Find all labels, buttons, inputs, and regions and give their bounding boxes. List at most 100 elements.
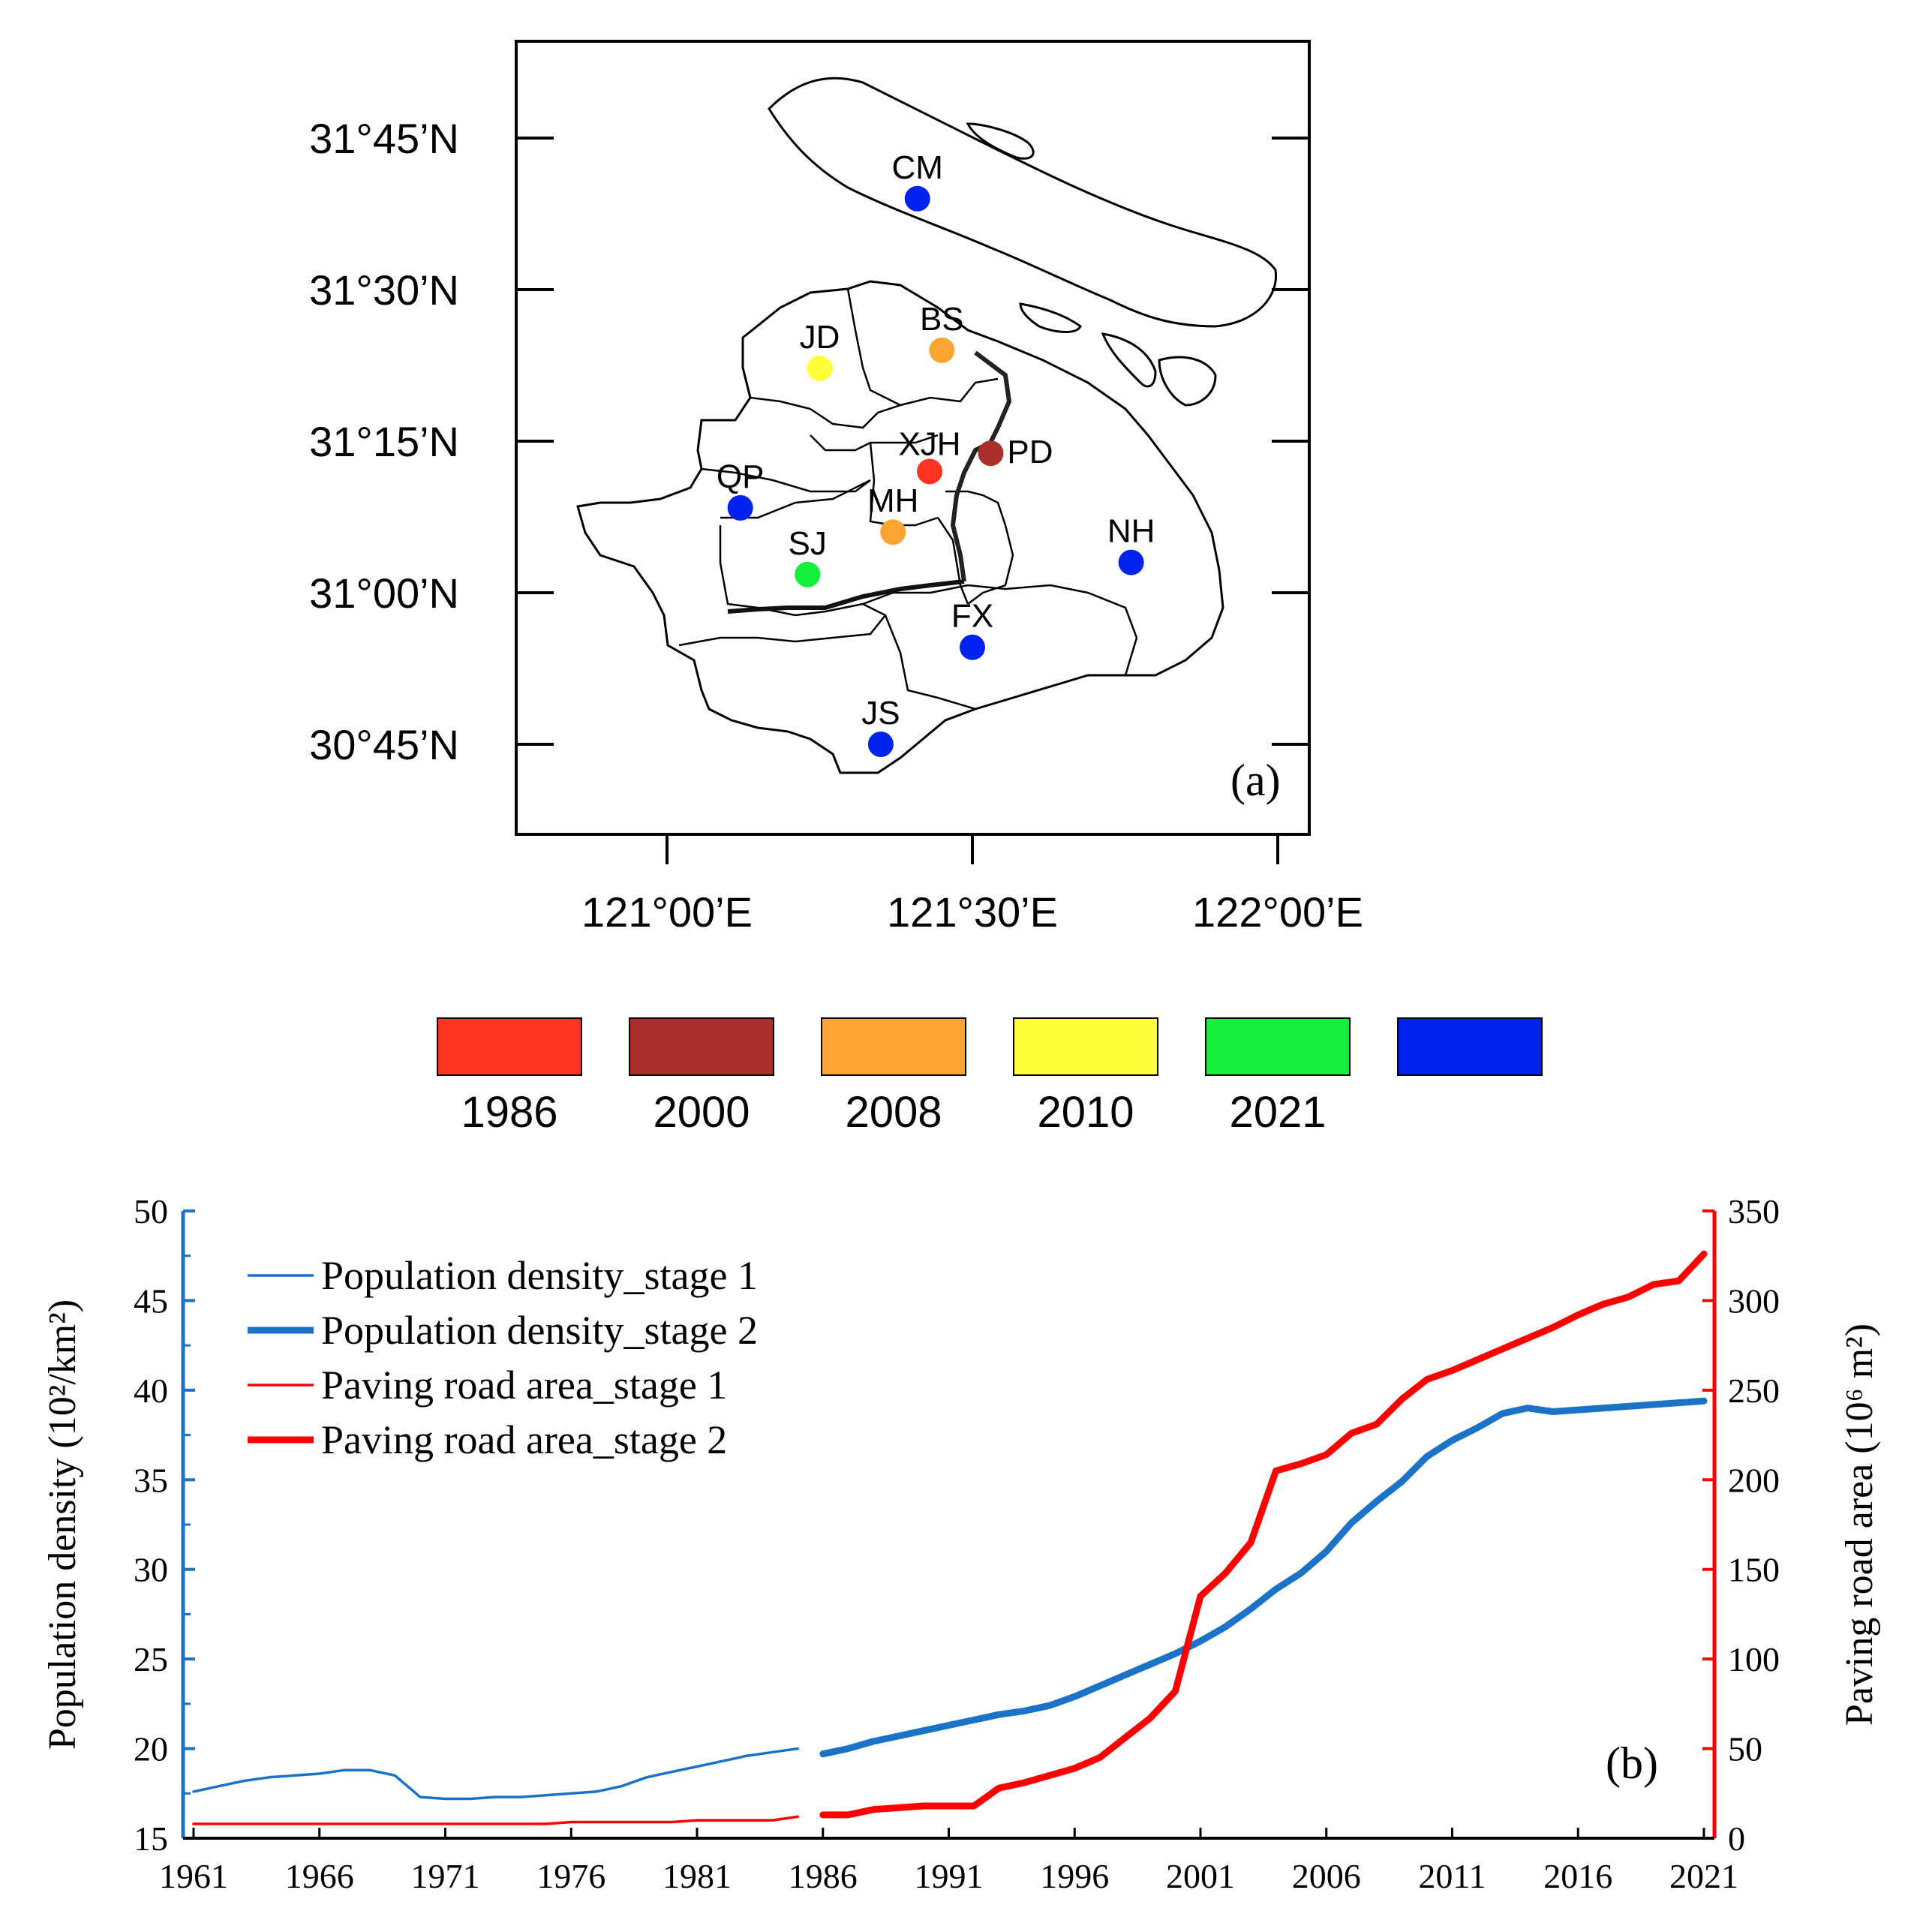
lon-tick-label: 121°30’E	[887, 888, 1058, 936]
lat-tick-label: 30°45’N	[309, 721, 459, 768]
panel-b-label: (b)	[1606, 1738, 1658, 1788]
x-tick-label: 1976	[536, 1857, 605, 1895]
station-label: NH	[1107, 513, 1155, 550]
legend-label: 1986	[461, 1088, 557, 1137]
station-jd	[807, 356, 833, 382]
legend-swatch-2008	[821, 1017, 966, 1076]
station-xjh	[917, 458, 943, 485]
left-y-axis-label: Population density (10²/km²)	[41, 1300, 84, 1750]
district-boundaries	[678, 288, 1138, 711]
right-y-axis: 0 50 100 150 200 250 300 350	[1702, 1192, 1780, 1858]
x-tick-label: 1991	[915, 1857, 984, 1895]
left-tick-label: 50	[134, 1192, 168, 1230]
chart-legend: Population density_stage 1 Population den…	[248, 1253, 758, 1462]
station-label: JS	[861, 695, 900, 732]
urbanization-year-legend: 1986 2000 2008 2010 2021	[437, 1017, 1543, 1137]
legend-label: Paving road area_stage 2	[321, 1417, 727, 1462]
island-chongming	[768, 77, 1278, 328]
station-fx	[960, 634, 985, 660]
left-tick-label: 45	[134, 1281, 168, 1320]
station-sj	[795, 561, 821, 587]
legend-swatch-2000	[629, 1017, 774, 1076]
right-y-axis-label: Paving road area (10⁶ m²)	[1838, 1324, 1881, 1726]
island-small-1	[966, 122, 1035, 160]
left-y-axis: 15 20 25 30 35 40 45 50	[134, 1192, 195, 1858]
station-bs	[929, 337, 955, 363]
left-tick-label: 30	[134, 1551, 168, 1589]
station-label: BS	[920, 301, 964, 338]
island-changxing	[1019, 302, 1082, 333]
x-tick-label: 2021	[1669, 1857, 1738, 1895]
lat-tick-label: 31°00’N	[309, 569, 459, 617]
legend-swatch-rural	[1397, 1017, 1543, 1076]
lon-tick-label: 121°00’E	[581, 888, 753, 936]
x-tick-label: 1981	[663, 1857, 732, 1895]
station-js	[867, 732, 894, 757]
island-hengsha	[1101, 332, 1157, 388]
southern-river-line	[727, 579, 965, 614]
map-frame	[515, 40, 1311, 836]
line-chart-panel: 15 20 25 30 35 40 45 50 0 50 100 150 200 250 300 350 1…	[41, 1192, 1881, 1895]
right-tick-label: 150	[1728, 1551, 1780, 1589]
legend-swatch-2021	[1205, 1017, 1351, 1076]
x-tick-label: 1966	[285, 1857, 354, 1895]
x-tick-label: 1986	[789, 1857, 858, 1895]
right-tick-label: 250	[1728, 1372, 1780, 1410]
station-label: MH	[867, 482, 918, 519]
series-line-0	[192, 1747, 799, 1801]
x-tick-label: 1961	[159, 1857, 228, 1895]
right-tick-label: 200	[1728, 1461, 1780, 1499]
legend-label: Paving road area_stage 1	[321, 1363, 727, 1408]
x-tick-label: 2011	[1418, 1857, 1486, 1895]
mainland-outline	[576, 280, 1224, 774]
legend-swatch-2010	[1013, 1017, 1158, 1076]
x-tick-label: 1996	[1040, 1857, 1109, 1895]
legend-label: Population density_stage 2	[321, 1308, 758, 1353]
station-label: PD	[1007, 434, 1053, 470]
series-line-3	[819, 1250, 1708, 1819]
lat-tick-label: 31°45’N	[309, 115, 459, 162]
right-tick-label: 50	[1728, 1730, 1762, 1768]
station-label: SJ	[789, 525, 827, 562]
left-tick-label: 20	[134, 1730, 168, 1768]
station-nh	[1118, 549, 1144, 575]
chart-series	[192, 1250, 1708, 1825]
station-label: QP	[717, 458, 765, 495]
station-label: JD	[800, 319, 840, 356]
latitude-axis: 31°45’N 31°30’N 31°15’N 31°00’N 30°45’N	[309, 115, 1309, 768]
right-tick-label: 300	[1728, 1281, 1780, 1320]
series-line-2	[192, 1815, 799, 1825]
station-markers: CM BS JD XJH PD QP MH SJ NH FX JS	[717, 149, 1155, 757]
map-panel: 31°45’N 31°30’N 31°15’N 31°00’N 30°45’N 121°…	[309, 40, 1363, 936]
left-tick-label: 15	[134, 1819, 168, 1858]
legend-label: 2008	[845, 1088, 942, 1137]
station-cm	[904, 185, 930, 212]
left-tick-label: 40	[134, 1372, 168, 1410]
legend-label: 2021	[1229, 1088, 1326, 1137]
legend-swatch-1986	[437, 1017, 582, 1076]
left-tick-label: 35	[134, 1461, 168, 1499]
station-label: FX	[951, 598, 993, 635]
right-tick-label: 100	[1728, 1640, 1780, 1678]
legend-label: 2010	[1037, 1088, 1134, 1137]
huangpu-river	[950, 350, 1012, 582]
x-tick-label: 1971	[411, 1857, 480, 1895]
legend-label: Population density_stage 1	[321, 1253, 758, 1298]
right-tick-label: 350	[1728, 1192, 1780, 1230]
station-label: CM	[892, 149, 943, 186]
station-mh	[880, 519, 906, 545]
x-tick-label: 2006	[1292, 1857, 1361, 1895]
lon-tick-label: 122°00’E	[1192, 888, 1363, 936]
x-tick-label: 2001	[1166, 1857, 1235, 1895]
longitude-axis: 121°00’E 121°30’E 122°00’E	[581, 834, 1363, 936]
station-pd	[978, 440, 1004, 467]
x-axis: 1961 1966 1971 1976 1981 1986 1991 1996 2001 2006…	[159, 1828, 1738, 1895]
right-tick-label: 0	[1728, 1819, 1745, 1858]
left-tick-label: 25	[134, 1640, 168, 1678]
x-tick-label: 2016	[1543, 1857, 1612, 1895]
lat-tick-label: 31°15’N	[309, 418, 459, 465]
legend-label: 2000	[653, 1088, 750, 1137]
station-label: XJH	[898, 425, 960, 462]
station-qp	[727, 494, 753, 521]
